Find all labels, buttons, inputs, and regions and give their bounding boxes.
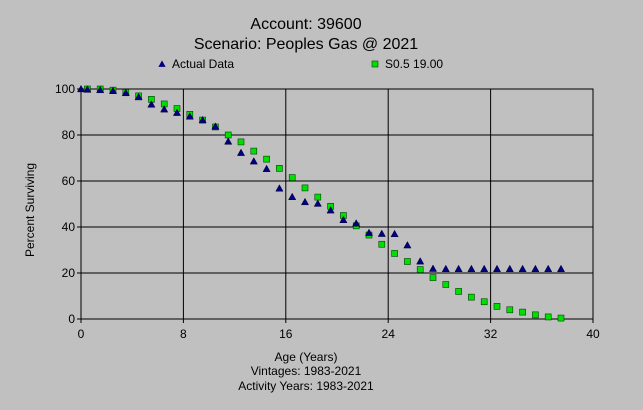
chart-title: Account: 39600 — [250, 16, 361, 33]
data-point-actual — [544, 264, 553, 272]
x-tick-label: 40 — [586, 327, 600, 341]
data-point-s0-5 — [429, 274, 437, 281]
plot-frame — [80, 88, 594, 320]
data-point-actual — [160, 105, 169, 113]
data-point-actual — [377, 229, 386, 237]
data-point-actual — [390, 229, 399, 238]
data-point-actual — [172, 108, 182, 116]
data-point-actual — [352, 219, 361, 227]
data-point-s0-5 — [442, 281, 450, 288]
data-point-actual — [480, 264, 489, 272]
data-point-actual — [428, 264, 438, 272]
data-point-actual — [300, 197, 310, 206]
legend-label-actual-data: Actual Data — [172, 57, 234, 71]
data-point-actual — [518, 264, 527, 272]
data-point-actual — [108, 86, 118, 94]
x-tick-label: 24 — [382, 327, 396, 341]
data-point-actual — [326, 206, 335, 214]
data-point-actual — [288, 192, 297, 200]
y-tick-label: 0 — [68, 312, 75, 326]
data-point-actual — [236, 148, 246, 156]
data-point-s0-5 — [519, 308, 526, 316]
plot-area: 0 20 40 60 80 100 0 8 16 24 32 40 — [55, 82, 600, 341]
data-point-actual — [249, 157, 258, 165]
data-point-s0-5 — [391, 250, 398, 257]
data-point-s0-5 — [237, 138, 245, 146]
data-point-s0-5 — [314, 193, 322, 201]
data-point-s0-5 — [468, 293, 475, 301]
data-point-s0-5 — [378, 240, 386, 248]
data-point-actual — [76, 84, 86, 93]
data-point-s0-5 — [455, 288, 462, 295]
data-point-actual — [134, 92, 143, 101]
data-point-s0-5 — [301, 184, 309, 192]
data-point-s0-5 — [416, 266, 424, 273]
data-point-actual — [416, 257, 425, 265]
x-tick-label: 0 — [78, 327, 85, 341]
y-axis-label: Percent Surviving — [23, 163, 37, 257]
y-tick-label: 100 — [55, 82, 75, 96]
data-point-actual — [531, 264, 540, 272]
data-point-actual — [198, 115, 207, 124]
data-point-actual — [467, 264, 476, 272]
data-point-s0-5 — [276, 165, 283, 172]
data-point-s0-5 — [250, 147, 258, 155]
data-point-s0-5 — [263, 155, 270, 163]
data-point-actual — [505, 264, 514, 272]
y-tick-label: 20 — [62, 266, 76, 280]
data-point-s0-5 — [493, 303, 501, 310]
footer-activity-years: Activity Years: 1983-2021 — [238, 379, 374, 393]
data-point-actual — [83, 85, 92, 93]
y-tick-label: 80 — [62, 128, 76, 142]
data-point-s0-5 — [544, 313, 552, 321]
data-point-actual — [275, 184, 284, 192]
data-point-actual — [211, 122, 220, 130]
data-point-actual — [441, 264, 450, 272]
x-tick-label: 8 — [180, 327, 187, 341]
data-point-s0-5 — [480, 298, 488, 306]
data-point-actual — [121, 88, 130, 97]
y-tick-label: 60 — [62, 174, 76, 188]
data-point-actual — [364, 228, 374, 236]
data-point-s0-5 — [506, 306, 514, 314]
data-point-actual — [339, 215, 348, 223]
x-tick-label: 32 — [484, 327, 498, 341]
data-point-s0-5 — [532, 311, 539, 319]
data-point-actual — [96, 85, 105, 94]
data-point-s0-5 — [224, 131, 232, 139]
data-point-actual — [454, 264, 463, 272]
legend-marker-actual-data — [158, 60, 166, 67]
data-point-s0-5 — [557, 314, 565, 322]
data-point-actual — [185, 112, 194, 120]
x-axis-label: Age (Years) — [275, 350, 338, 364]
data-point-actual — [147, 100, 156, 108]
footer-vintages: Vintages: 1983-2021 — [251, 364, 362, 378]
legend: Actual Data S0.5 19.00 — [158, 57, 443, 71]
data-point-actual — [492, 264, 502, 272]
legend-label-s0-5: S0.5 19.00 — [385, 57, 443, 71]
data-point-actual — [224, 137, 233, 145]
data-point-s0-5 — [404, 258, 411, 265]
chart-subtitle: Scenario: Peoples Gas @ 2021 — [194, 36, 418, 53]
plot-background — [81, 89, 593, 319]
data-point-actual — [313, 199, 322, 207]
y-tick-label: 40 — [62, 220, 76, 234]
x-tick-label: 16 — [279, 327, 293, 341]
data-point-actual — [403, 241, 412, 249]
legend-marker-s0-5 — [371, 60, 379, 68]
data-point-actual — [262, 164, 271, 172]
data-point-actual — [556, 264, 566, 272]
data-point-s0-5 — [288, 174, 296, 181]
